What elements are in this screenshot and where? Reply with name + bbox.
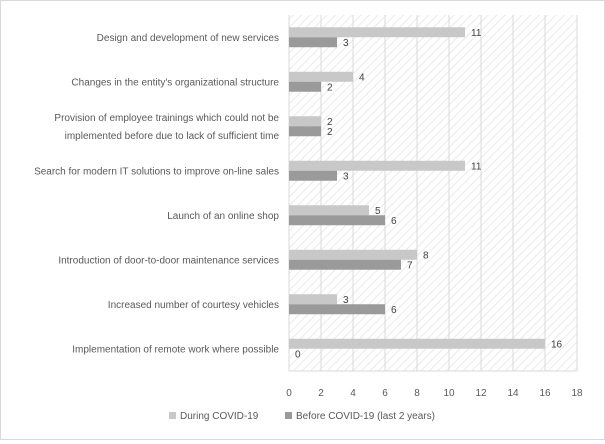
data-label: 5	[375, 206, 381, 217]
x-tick-label: 6	[382, 388, 388, 399]
x-tick-label: 12	[475, 388, 487, 399]
data-label: 2	[327, 82, 333, 93]
data-label: 6	[391, 305, 397, 316]
data-label: 3	[343, 38, 349, 49]
bar-during-covid	[289, 116, 321, 127]
category-labels: Design and development of new services Ch…	[34, 33, 279, 356]
legend-entry: During COVID-19	[180, 411, 259, 422]
data-label: 0	[295, 349, 301, 360]
data-label: 16	[551, 339, 563, 350]
bar-before-covid	[289, 37, 337, 48]
data-label: 3	[343, 295, 349, 306]
x-tick-label: 8	[414, 388, 420, 399]
legend-entry: Before COVID-19 (last 2 years)	[296, 411, 435, 422]
bar-before-covid	[289, 259, 401, 270]
category-label: Provision of employee trainings which co…	[54, 113, 279, 124]
category-label: Increased number of courtesy vehicles	[108, 300, 279, 311]
bar-during-covid	[289, 294, 337, 305]
data-label: 4	[359, 72, 365, 83]
category-label: Implementation of remote work where poss…	[72, 344, 279, 355]
data-label: 2	[327, 127, 333, 138]
bar-during-covid	[289, 71, 353, 82]
bar-before-covid	[289, 81, 321, 92]
bar-before-covid	[289, 215, 385, 226]
x-tick-label: 2	[318, 388, 324, 399]
data-label: 6	[391, 216, 397, 227]
bar-before-covid	[289, 170, 337, 181]
bar-during-covid	[289, 249, 417, 260]
data-label: 3	[343, 171, 349, 182]
plot-background	[289, 15, 577, 371]
x-tick-label: 16	[539, 388, 551, 399]
bars	[289, 27, 545, 349]
bar-during-covid	[289, 160, 465, 171]
data-label: 2	[327, 117, 333, 128]
bar-before-covid	[289, 304, 385, 315]
category-label: Launch of an online shop	[167, 211, 279, 222]
legend-swatch	[285, 412, 292, 419]
category-label: implemented before due to lack of suffic…	[65, 131, 280, 142]
data-label: 11	[471, 28, 482, 39]
legend-swatch	[169, 412, 176, 419]
x-tick-label: 10	[443, 388, 455, 399]
bar-during-covid	[289, 205, 369, 216]
data-label: 8	[423, 250, 429, 261]
bar-during-covid	[289, 338, 545, 349]
bar-during-covid	[289, 27, 465, 38]
category-label: Design and development of new services	[97, 33, 279, 44]
x-tick-label: 14	[507, 388, 519, 399]
x-tick-label: 0	[286, 388, 292, 399]
x-tick-label: 4	[350, 388, 356, 399]
x-tick-label: 18	[571, 388, 583, 399]
data-label: 11	[471, 161, 482, 172]
data-label: 7	[407, 260, 413, 271]
bar-before-covid	[289, 126, 321, 137]
category-label: Changes in the entity's organizational s…	[71, 77, 279, 88]
x-axis-ticks: 0 2 4 6 8 10 12 14 16 18	[286, 388, 583, 399]
legend: During COVID-19 Before COVID-19 (last 2 y…	[169, 411, 435, 422]
category-label: Search for modern IT solutions to improv…	[34, 166, 279, 177]
category-label: Introduction of door-to-door maintenance…	[58, 255, 279, 266]
